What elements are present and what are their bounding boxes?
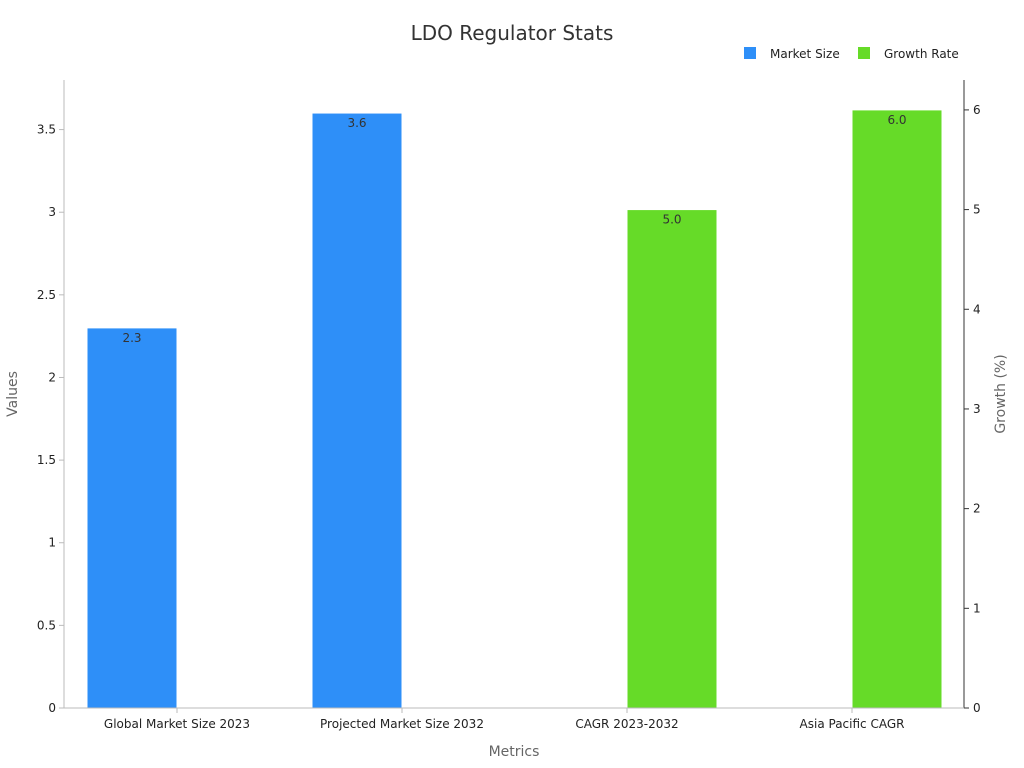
y2-tick-label: 6 [973, 103, 981, 117]
y-tick-label: 0.5 [37, 618, 56, 632]
chart-title: LDO Regulator Stats [411, 21, 614, 45]
y-axis-right-ticks: 0 1 2 3 4 5 6 [964, 103, 981, 715]
y-tick-label: 3 [48, 205, 56, 219]
y-tick-label: 1 [48, 536, 56, 550]
legend: Market Size Growth Rate [744, 47, 959, 61]
bar-growth-rate-asia-pacific-cagr [851, 109, 943, 709]
data-label-global-market-size-2023: 2.3 [122, 331, 141, 345]
y2-tick-label: 3 [973, 402, 981, 416]
y2-tick-label: 1 [973, 601, 981, 615]
x-tick-label-projected-market-size-2032: Projected Market Size 2032 [320, 717, 484, 731]
y-axis-left-title: Values [5, 371, 21, 417]
y-tick-label: 2 [48, 370, 56, 384]
bar-market-size-global-market-size-2023 [86, 327, 178, 709]
y-axis-right-title: Growth (%) [993, 354, 1009, 433]
y-tick-label: 1.5 [37, 453, 56, 467]
y2-tick-label: 2 [973, 502, 981, 516]
x-tick-label-global-market-size-2023: Global Market Size 2023 [104, 717, 250, 731]
x-axis-title: Metrics [489, 744, 540, 760]
legend-swatch-market-size [744, 47, 756, 59]
y2-tick-label: 0 [973, 701, 981, 715]
bar-growth-rate-cagr-2023-2032 [626, 209, 718, 709]
bars [86, 109, 943, 709]
bar-market-size-projected-market-size-2032 [311, 112, 403, 709]
y-tick-label: 0 [48, 701, 56, 715]
legend-label-market-size: Market Size [770, 47, 840, 61]
data-label-asia-pacific-cagr: 6.0 [887, 113, 906, 127]
y2-tick-label: 4 [973, 302, 981, 316]
legend-swatch-growth-rate [858, 47, 870, 59]
data-labels: 2.3 3.6 5.0 6.0 [122, 113, 906, 345]
x-axis-ticks: Global Market Size 2023 Projected Market … [104, 708, 905, 731]
x-tick-label-cagr-2023-2032: CAGR 2023-2032 [575, 717, 678, 731]
y-tick-label: 3.5 [37, 123, 56, 137]
y-axis-left-ticks: 0 0.5 1 1.5 2 2.5 3 3.5 [37, 123, 64, 715]
data-label-projected-market-size-2032: 3.6 [347, 116, 366, 130]
y-tick-label: 2.5 [37, 288, 56, 302]
x-tick-label-asia-pacific-cagr: Asia Pacific CAGR [800, 717, 905, 731]
y2-tick-label: 5 [973, 203, 981, 217]
legend-label-growth-rate: Growth Rate [884, 47, 959, 61]
data-label-cagr-2023-2032: 5.0 [662, 213, 681, 227]
